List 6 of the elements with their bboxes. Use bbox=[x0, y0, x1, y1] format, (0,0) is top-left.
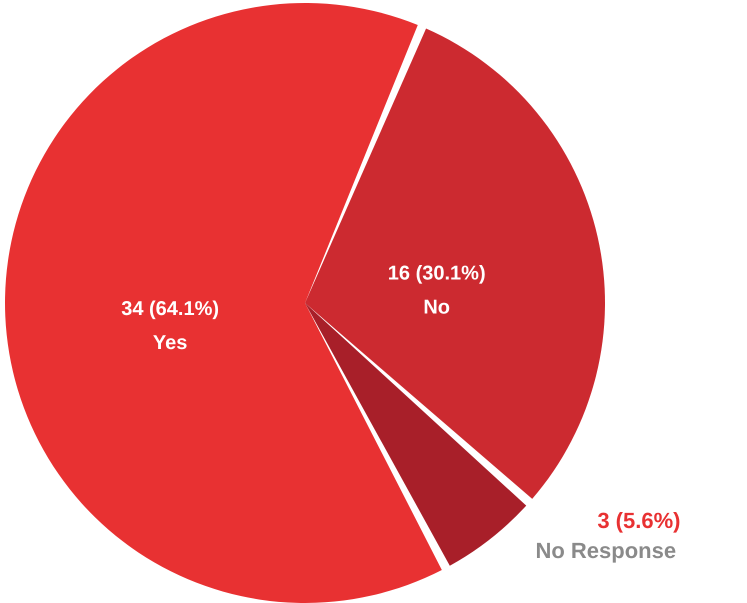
slice-label: Yes bbox=[152, 332, 188, 354]
data-label: 3 (5.6%) bbox=[597, 508, 680, 533]
data-label: 16 (30.1%) bbox=[388, 262, 486, 284]
slice-label: No bbox=[423, 296, 450, 318]
data-label: 34 (64.1%) bbox=[121, 298, 220, 320]
slice-label: No Response bbox=[535, 538, 676, 563]
